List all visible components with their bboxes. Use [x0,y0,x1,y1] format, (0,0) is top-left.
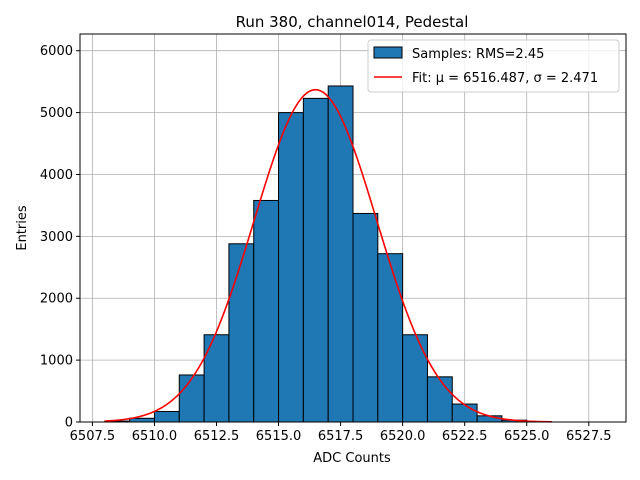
x-tick-label: 6520.0 [380,429,426,444]
x-tick-label: 6512.5 [194,429,240,444]
y-tick-label: 2000 [40,292,73,307]
y-tick-label: 4000 [40,168,73,183]
y-tick-label: 3000 [40,230,73,245]
plot-frame [79,33,627,423]
y-tick-label: 5000 [40,106,73,121]
histogram-bars [104,85,553,423]
legend-label-samples: Samples: RMS=2.45 [412,47,544,62]
legend-swatch-samples [373,46,403,59]
chart-title: Run 380, channel014, Pedestal [236,13,469,31]
histogram-bar [377,253,404,423]
histogram-bar [278,112,304,423]
histogram-bar [129,417,155,423]
x-tick-label: 6517.5 [318,429,364,444]
x-tick-label: 6515.0 [256,429,302,444]
x-tick-label: 6522.5 [442,429,488,444]
histogram-bar [203,334,230,423]
histogram-bar [451,403,478,423]
y-axis-label: Entries [15,205,30,251]
legend-label-fit: Fit: μ = 6516.487, σ = 2.471 [412,71,598,86]
x-tick-label: 6525.0 [504,429,550,444]
y-axis: 0 1000 2000 3000 4000 5000 6000 [40,44,80,431]
fit-curve [104,88,552,423]
histogram-bar [402,334,428,423]
histogram-bar [228,243,255,423]
x-tick-label: 6527.5 [566,429,612,444]
histogram-bar [153,410,180,423]
histogram-bar [178,374,205,423]
histogram-bar [253,199,280,423]
y-tick-label: 6000 [40,44,73,59]
legend-box [367,39,620,93]
histogram-bar [327,85,354,423]
y-tick-label: 0 [65,416,73,431]
histogram-bar [426,376,453,423]
histogram-bar [352,212,379,423]
x-axis-label: ADC Counts [313,451,391,466]
x-tick-label: 6507.5 [70,429,116,444]
x-axis: 6507.5 6510.0 6512.5 6515.0 6517.5 6520.0 6522… [70,422,612,444]
histogram-bar [302,97,329,423]
y-tick-label: 1000 [40,354,73,369]
legend: Samples: RMS=2.45 Fit: μ = 6516.487, σ =… [367,39,620,93]
x-tick-label: 6510.0 [132,429,178,444]
